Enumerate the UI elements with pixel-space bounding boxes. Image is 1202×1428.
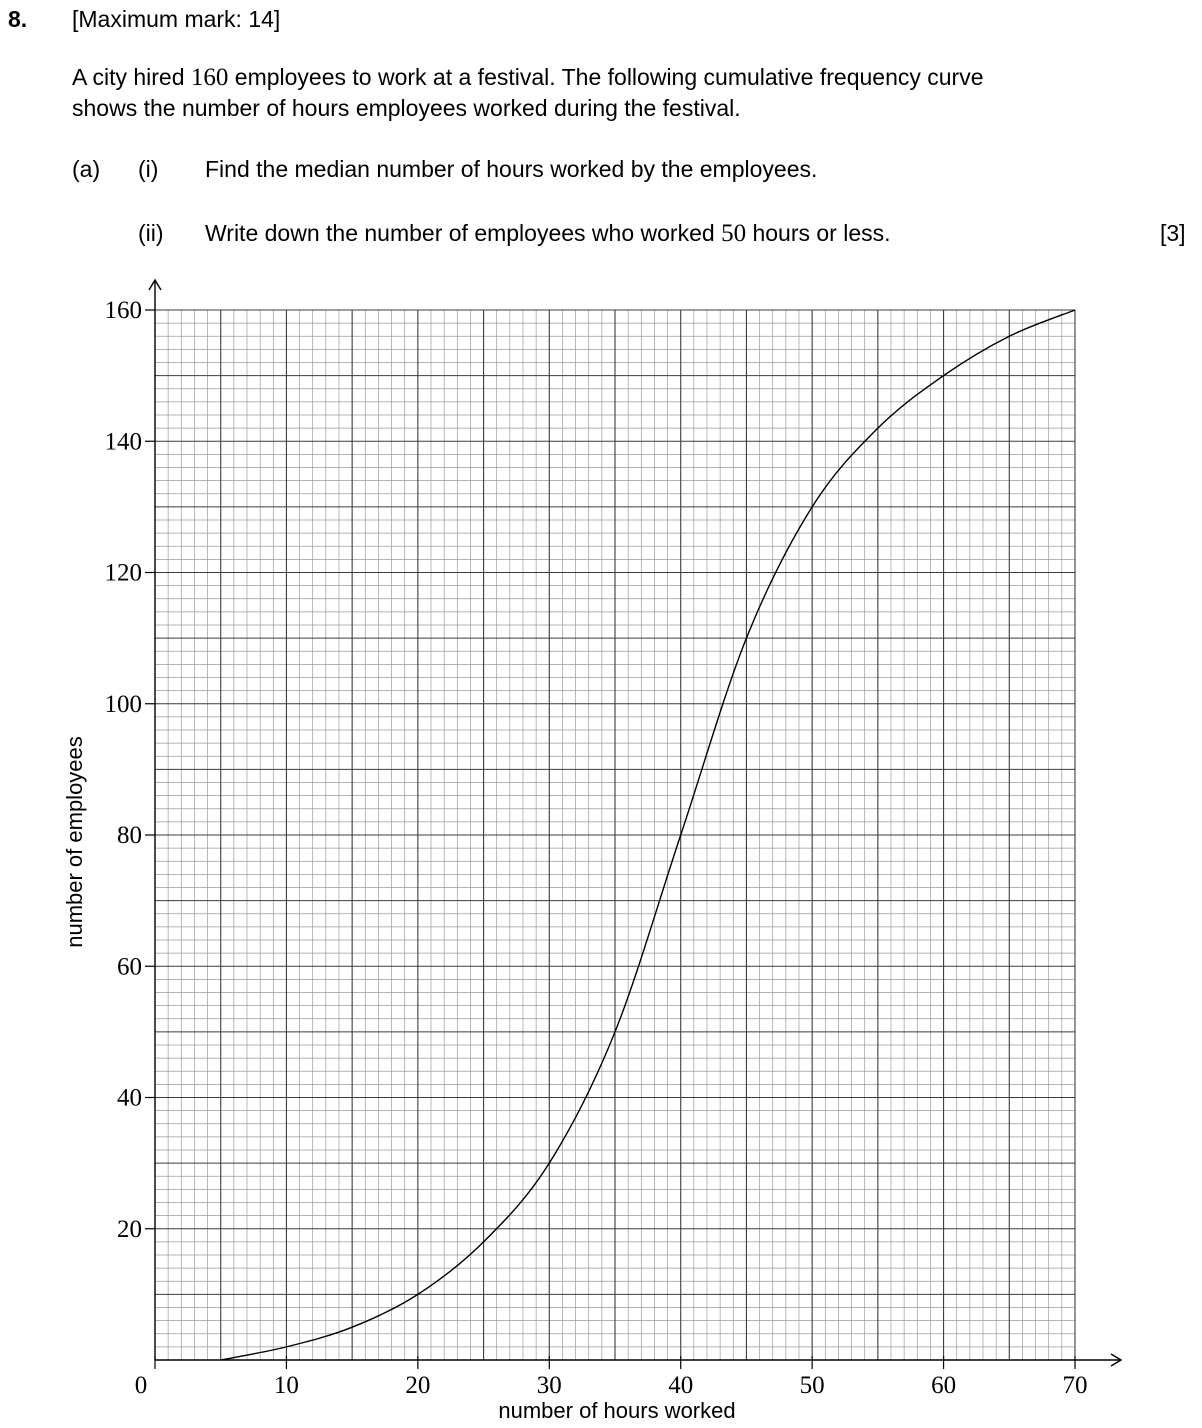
- y-axis-arrow-icon: [148, 278, 162, 291]
- y-tick-label: 140: [105, 428, 143, 455]
- y-tick-label: 160: [105, 297, 143, 324]
- axis-ticks: [145, 309, 1076, 1369]
- y-tick-label: 60: [117, 953, 142, 980]
- y-tick-label: 80: [117, 822, 142, 849]
- y-tick-label: 20: [117, 1216, 142, 1243]
- maximum-mark: [Maximum mark: 14]: [72, 6, 281, 32]
- part-a-label: (a): [72, 156, 101, 182]
- x-tick-label: 70: [1063, 1372, 1088, 1399]
- subpart-ii-label: (ii): [138, 220, 164, 246]
- intro-line-2: shows the number of hours employees work…: [72, 95, 741, 121]
- marks-label: [3]: [1160, 220, 1186, 246]
- subpart-ii-number: 50: [721, 220, 747, 247]
- subpart-ii-pre: Write down the number of employees who w…: [205, 220, 722, 246]
- subpart-ii-post: hours or less.: [746, 220, 891, 246]
- intro-post: employees to work at a festival. The fol…: [228, 64, 984, 90]
- subpart-i-text: Find the median number of hours worked b…: [205, 156, 818, 182]
- x-axis-arrow-icon: [1110, 1353, 1123, 1367]
- question-number: 8.: [8, 6, 28, 32]
- y-tick-label: 40: [117, 1085, 142, 1112]
- axis-tick-labels: 0 10 20 30 40 50 60 70 20 40 60 80 100 120 140 160: [105, 297, 1088, 1399]
- y-tick-label: 100: [105, 691, 143, 718]
- x-tick-label: 10: [274, 1372, 299, 1399]
- intro-line-1: A city hired 160 employees to work at a …: [72, 62, 1172, 93]
- x-tick-label: 0: [135, 1372, 148, 1399]
- intro-pre: A city hired: [72, 64, 191, 90]
- x-tick-label: 60: [931, 1372, 956, 1399]
- intro-number: 160: [190, 64, 229, 91]
- axes: [148, 278, 1123, 1367]
- subpart-i-label: (i): [138, 156, 159, 182]
- x-tick-label: 50: [800, 1372, 825, 1399]
- x-tick-label: 40: [668, 1372, 693, 1399]
- x-axis-label: number of hours worked: [498, 1398, 735, 1423]
- x-tick-label: 30: [537, 1372, 562, 1399]
- question-intro: A city hired 160 employees to work at a …: [72, 62, 1172, 124]
- y-tick-label: 120: [105, 560, 143, 587]
- x-tick-label: 20: [405, 1372, 430, 1399]
- series-layer: [220, 309, 1076, 1361]
- cumulative-frequency-curve: [220, 309, 1076, 1361]
- y-axis-label: number of employees: [62, 736, 87, 948]
- subpart-ii-text: Write down the number of employees who w…: [205, 220, 891, 248]
